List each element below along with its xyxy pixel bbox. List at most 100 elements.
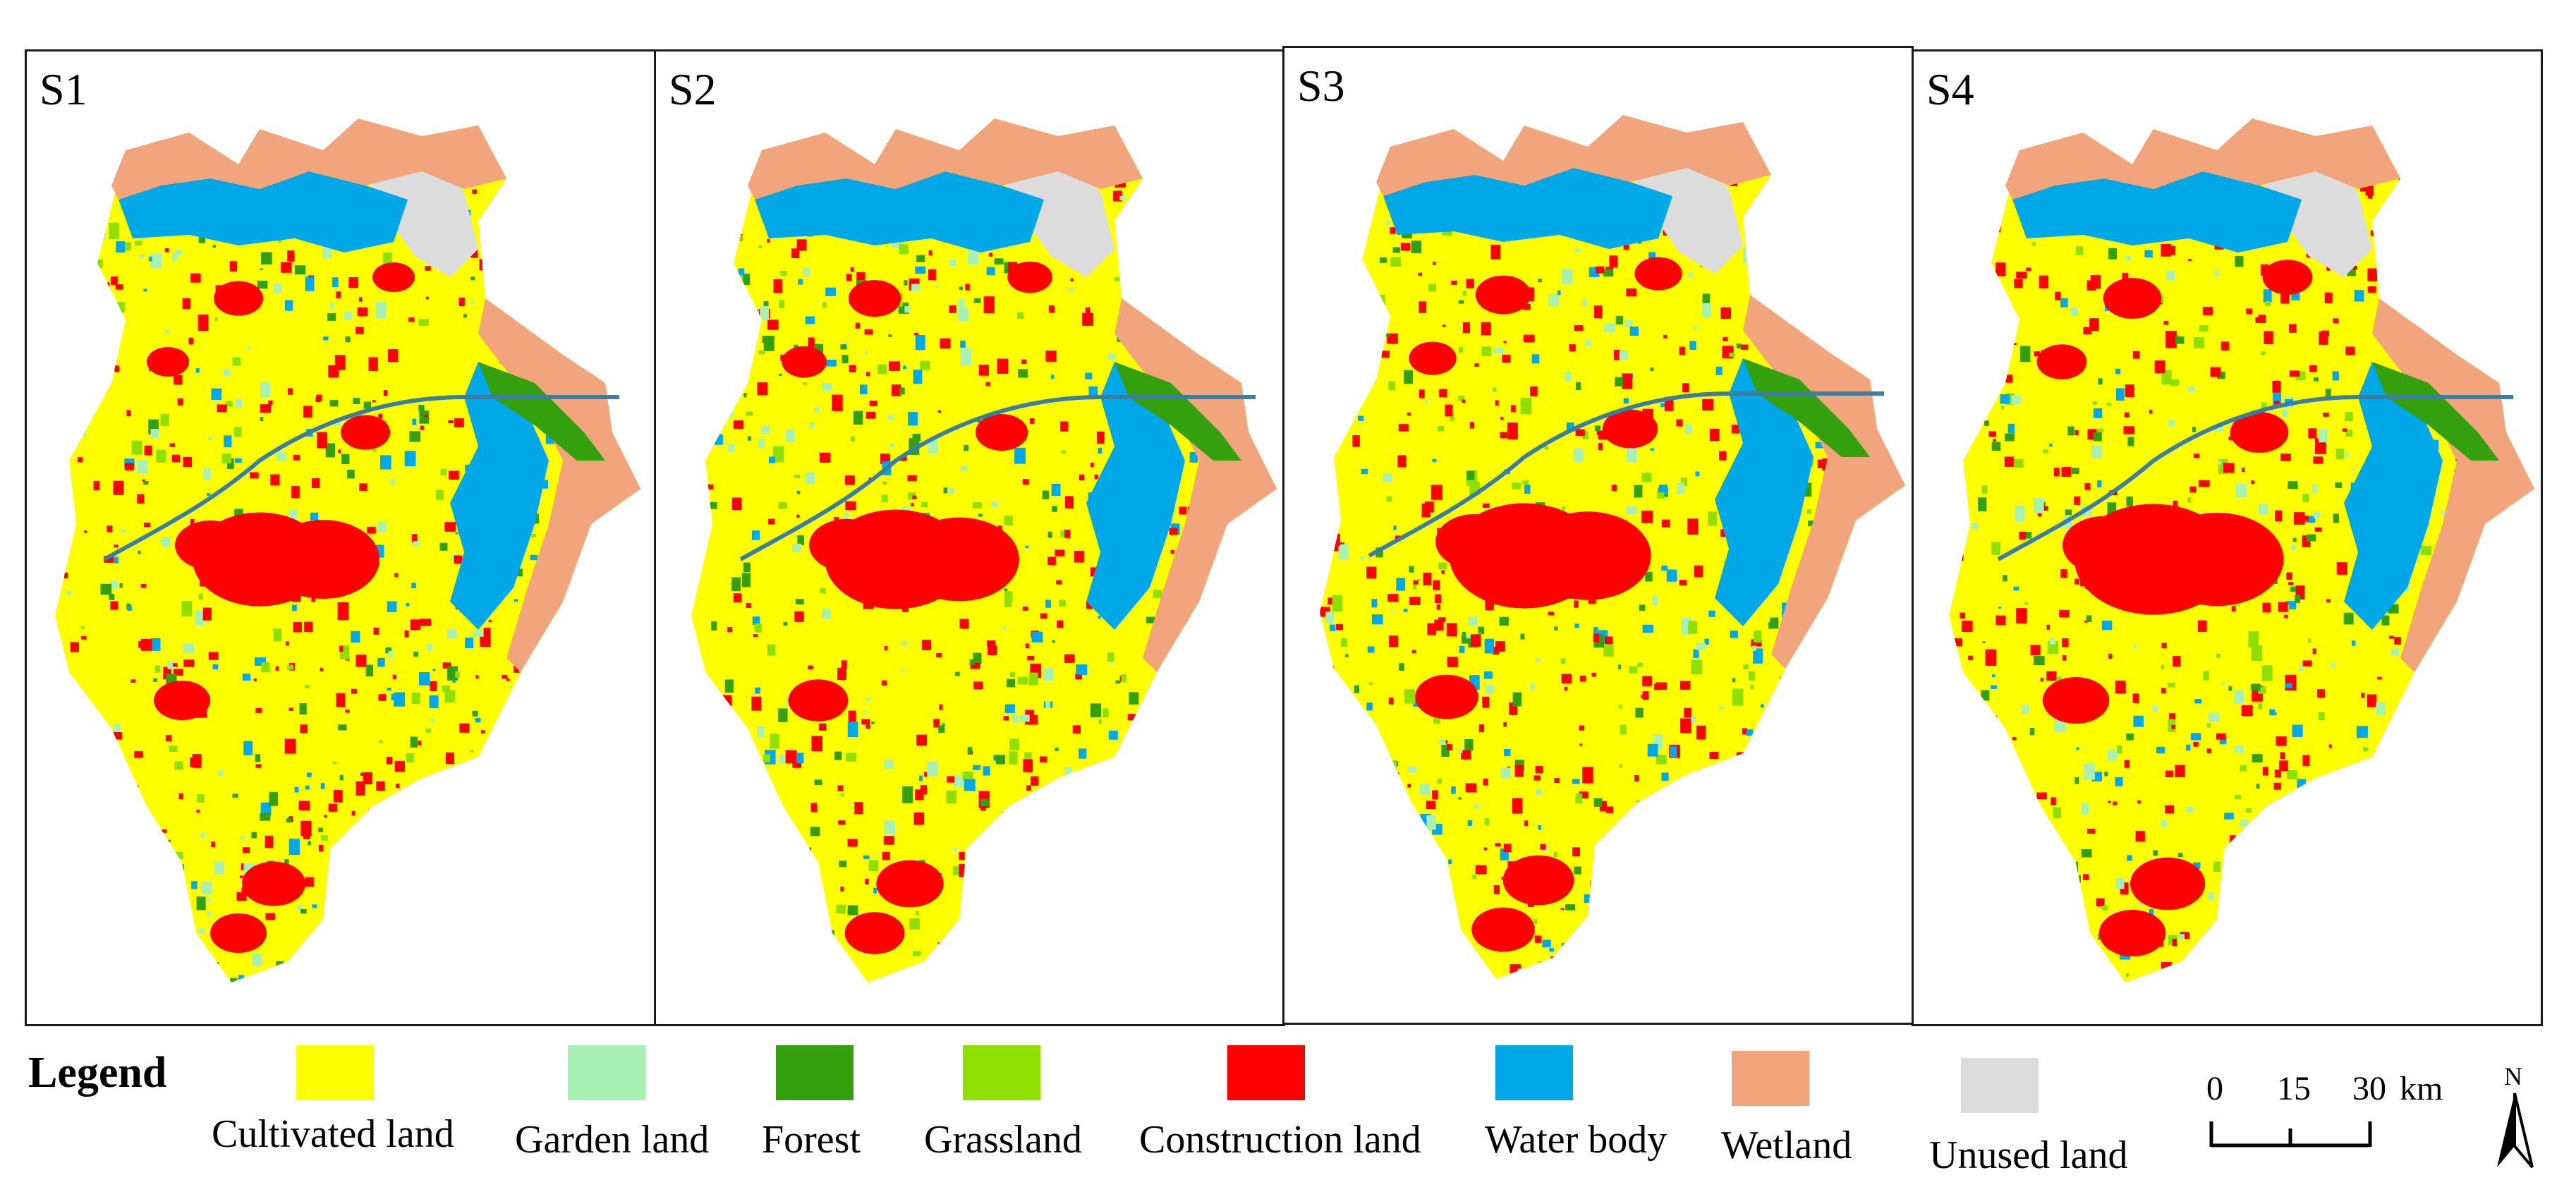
map-panel-s3: S3: [1282, 46, 1914, 1025]
construction-land-patch: [1415, 674, 1478, 719]
panel-label: S3: [1297, 61, 1345, 111]
land-use-map: [55, 118, 640, 982]
wetland-region: [478, 298, 640, 672]
water-body-region: [1383, 168, 1672, 249]
construction-land-patch: [214, 281, 263, 316]
construction-land-patch: [899, 517, 1019, 602]
construction-land-patch: [372, 262, 415, 292]
legend-swatch: [1495, 1045, 1573, 1100]
legend-swatch: [296, 1045, 374, 1100]
legend-swatch: [568, 1045, 645, 1100]
legend-swatch: [776, 1045, 853, 1100]
construction-land-patch: [809, 518, 884, 572]
water-body-region: [119, 171, 408, 252]
map-panel-s1: S1: [25, 49, 656, 1026]
construction-land-patch: [1435, 513, 1514, 570]
map-panel-s4: S4: [1912, 49, 2543, 1026]
forest-region: [478, 362, 605, 461]
construction-land-patch: [2103, 278, 2162, 319]
construction-land-patch: [210, 913, 267, 953]
construction-land-patch: [848, 280, 901, 317]
water-body-region: [1715, 358, 1813, 626]
wetland-region: [1114, 298, 1277, 672]
construction-land-patch: [1007, 261, 1052, 293]
construction-land-patch: [242, 861, 305, 906]
scale-bar: 0 15 30 km: [2194, 1072, 2476, 1178]
legend-label: Forest: [762, 1118, 861, 1162]
scale-tick-label: 15: [2277, 1070, 2311, 1107]
construction-land-patch: [267, 520, 379, 599]
construction-land-patch: [2262, 260, 2313, 295]
legend-label: Construction land: [1139, 1118, 1421, 1162]
construction-land-patch: [2130, 857, 2206, 911]
wetland-region: [2005, 118, 2400, 200]
construction-land-patch: [154, 681, 210, 720]
north-label: N: [2504, 1062, 2522, 1090]
scale-tick-label: 30: [2352, 1070, 2386, 1107]
wetland-region: [1376, 115, 1771, 196]
construction-land-patch: [782, 346, 827, 378]
legend-label: Unused land: [1929, 1133, 2128, 1177]
north-arrow-icon: [2497, 1093, 2534, 1169]
river: [1997, 395, 2513, 561]
water-body-region: [755, 171, 1044, 252]
river: [739, 395, 1256, 561]
construction-land-patch: [2062, 516, 2146, 575]
scale-unit-label: km: [2400, 1070, 2443, 1107]
wetland-region: [748, 118, 1143, 200]
construction-land-patch: [2230, 412, 2289, 453]
land-parcels: [691, 122, 1277, 982]
legend-label: Cultivated land: [212, 1112, 454, 1156]
wetland-region: [111, 118, 506, 200]
construction-land-patch: [147, 347, 189, 377]
wetland-region: [1743, 295, 1905, 669]
river: [1368, 391, 1884, 558]
legend-swatch: [1732, 1051, 1809, 1106]
north-arrow: N: [2483, 1061, 2546, 1181]
construction-land-patch: [175, 521, 245, 570]
wetland-region: [2372, 298, 2534, 672]
construction-land-patch: [2036, 344, 2087, 379]
forest-region: [2372, 362, 2499, 461]
legend-label: Wetland: [1721, 1124, 1852, 1167]
panel-label: S2: [669, 64, 717, 114]
construction-land-patch: [1634, 257, 1682, 291]
map-panels: S1 S2 S3 S4: [25, 46, 2543, 1026]
construction-land-patch: [844, 912, 905, 954]
construction-land-patch: [788, 679, 849, 722]
land-parcels: [55, 122, 640, 982]
map-panel-s2: S2: [654, 49, 1285, 1026]
construction-land-patch: [1502, 855, 1574, 906]
legend-title: Legend: [28, 1049, 167, 1097]
legend-swatch: [1961, 1058, 2039, 1113]
panel-label: S4: [1926, 64, 1974, 114]
legend-swatch: [1227, 1045, 1305, 1100]
construction-land-patch: [1524, 511, 1651, 600]
scale-bar-graphic: [2209, 1121, 2372, 1148]
panel-label: S1: [40, 64, 87, 114]
legend-label: Water body: [1485, 1118, 1667, 1162]
construction-land-patch: [1471, 907, 1535, 952]
legend: Legend Cultivated land Garden land Fores…: [0, 1037, 2576, 1199]
construction-land-patch: [975, 414, 1028, 451]
construction-land-patch: [2150, 512, 2284, 607]
water-body-region: [2012, 171, 2302, 252]
construction-land-patch: [1602, 409, 1658, 449]
construction-land-patch: [341, 415, 390, 450]
water-body-region: [450, 362, 549, 630]
construction-land-patch: [1409, 341, 1457, 375]
river: [103, 395, 619, 561]
water-body-region: [2344, 362, 2443, 630]
construction-land-patch: [2042, 677, 2110, 724]
legend-label: Garden land: [515, 1118, 710, 1162]
construction-land-patch: [876, 860, 944, 908]
land-use-map: [1320, 115, 1905, 979]
land-use-map: [691, 118, 1277, 982]
forest-region: [1743, 358, 1870, 457]
legend-label: Grassland: [924, 1118, 1082, 1162]
scale-tick-label: 0: [2206, 1070, 2223, 1107]
legend-swatch: [963, 1045, 1040, 1100]
land-use-map: [1949, 118, 2534, 982]
water-body-region: [1086, 362, 1185, 630]
construction-land-patch: [2098, 910, 2166, 956]
